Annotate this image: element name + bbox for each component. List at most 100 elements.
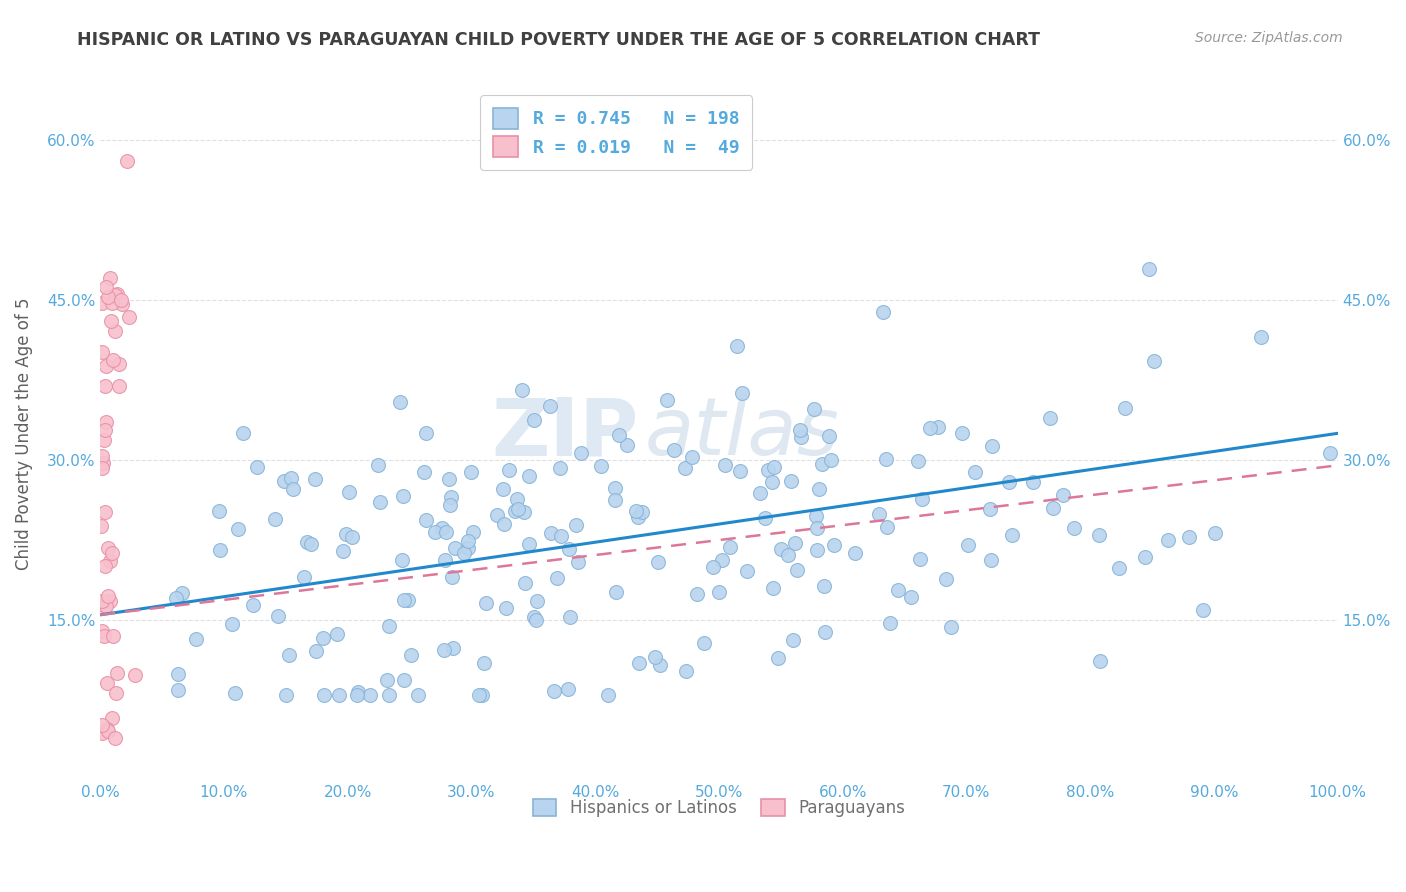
Point bbox=[735, 564, 758, 578]
Point bbox=[540, 525, 562, 540]
Point bbox=[935, 572, 957, 586]
Point bbox=[1088, 527, 1111, 541]
Point bbox=[94, 359, 117, 373]
Point bbox=[876, 519, 898, 533]
Point bbox=[221, 616, 243, 631]
Point bbox=[887, 582, 910, 597]
Point bbox=[782, 632, 804, 647]
Point bbox=[332, 544, 354, 558]
Point bbox=[434, 524, 457, 539]
Point bbox=[91, 725, 114, 739]
Point bbox=[806, 509, 828, 524]
Point bbox=[340, 530, 363, 544]
Point bbox=[359, 688, 381, 702]
Point bbox=[101, 352, 124, 367]
Point bbox=[1137, 262, 1160, 277]
Point bbox=[789, 423, 811, 437]
Point bbox=[378, 688, 401, 702]
Point bbox=[104, 325, 127, 339]
Point bbox=[510, 383, 533, 397]
Point bbox=[963, 465, 986, 479]
Point bbox=[524, 613, 547, 627]
Point bbox=[278, 648, 301, 663]
Point bbox=[681, 450, 703, 465]
Point bbox=[754, 511, 776, 525]
Point bbox=[463, 525, 485, 540]
Point bbox=[761, 475, 783, 490]
Point bbox=[339, 485, 361, 500]
Point bbox=[110, 293, 132, 307]
Point bbox=[117, 154, 139, 169]
Point bbox=[441, 569, 464, 583]
Point bbox=[367, 458, 389, 472]
Point bbox=[589, 458, 612, 473]
Point bbox=[1157, 533, 1180, 547]
Point bbox=[101, 711, 124, 725]
Point bbox=[457, 534, 479, 549]
Point bbox=[918, 421, 941, 435]
Point bbox=[709, 584, 731, 599]
Point bbox=[644, 650, 666, 665]
Point bbox=[100, 271, 122, 285]
Point bbox=[763, 459, 786, 474]
Point bbox=[96, 279, 118, 293]
Point bbox=[97, 541, 120, 555]
Point bbox=[443, 541, 465, 556]
Point bbox=[605, 585, 627, 599]
Point bbox=[872, 305, 894, 319]
Point bbox=[281, 482, 304, 496]
Point bbox=[304, 472, 326, 486]
Point bbox=[186, 632, 208, 646]
Point bbox=[415, 426, 437, 441]
Point bbox=[406, 688, 429, 702]
Text: atlas: atlas bbox=[645, 394, 839, 473]
Point bbox=[498, 463, 520, 477]
Point bbox=[105, 286, 128, 301]
Point bbox=[91, 461, 114, 475]
Point bbox=[766, 651, 789, 665]
Point bbox=[543, 683, 565, 698]
Point bbox=[280, 471, 302, 485]
Point bbox=[91, 456, 114, 470]
Point bbox=[91, 345, 114, 359]
Point bbox=[756, 463, 779, 477]
Point bbox=[557, 682, 579, 697]
Point bbox=[1319, 446, 1341, 460]
Point bbox=[101, 546, 124, 560]
Point bbox=[711, 553, 734, 567]
Text: ZIP: ZIP bbox=[491, 394, 638, 473]
Point bbox=[335, 527, 357, 541]
Point bbox=[93, 629, 115, 643]
Point bbox=[267, 609, 290, 624]
Point bbox=[811, 457, 834, 471]
Point bbox=[1178, 530, 1201, 544]
Point bbox=[97, 723, 120, 738]
Point bbox=[513, 505, 536, 519]
Point bbox=[97, 589, 120, 603]
Point bbox=[596, 688, 619, 702]
Point bbox=[526, 594, 548, 608]
Legend: Hispanics or Latinos, Paraguayans: Hispanics or Latinos, Paraguayans bbox=[526, 792, 911, 824]
Point bbox=[603, 481, 626, 495]
Point bbox=[96, 599, 118, 613]
Point bbox=[762, 581, 785, 595]
Point bbox=[97, 290, 120, 304]
Point bbox=[346, 688, 368, 702]
Point bbox=[820, 453, 842, 467]
Point bbox=[474, 596, 496, 610]
Point bbox=[778, 549, 800, 563]
Point bbox=[505, 492, 527, 507]
Point bbox=[702, 560, 724, 574]
Point bbox=[648, 658, 671, 673]
Point bbox=[911, 491, 934, 506]
Point bbox=[560, 609, 582, 624]
Point bbox=[806, 543, 828, 558]
Point bbox=[720, 540, 742, 554]
Point bbox=[567, 555, 589, 569]
Point bbox=[664, 443, 686, 458]
Point bbox=[1042, 500, 1064, 515]
Point bbox=[276, 688, 298, 702]
Point bbox=[875, 452, 897, 467]
Point bbox=[693, 636, 716, 650]
Point bbox=[434, 553, 457, 567]
